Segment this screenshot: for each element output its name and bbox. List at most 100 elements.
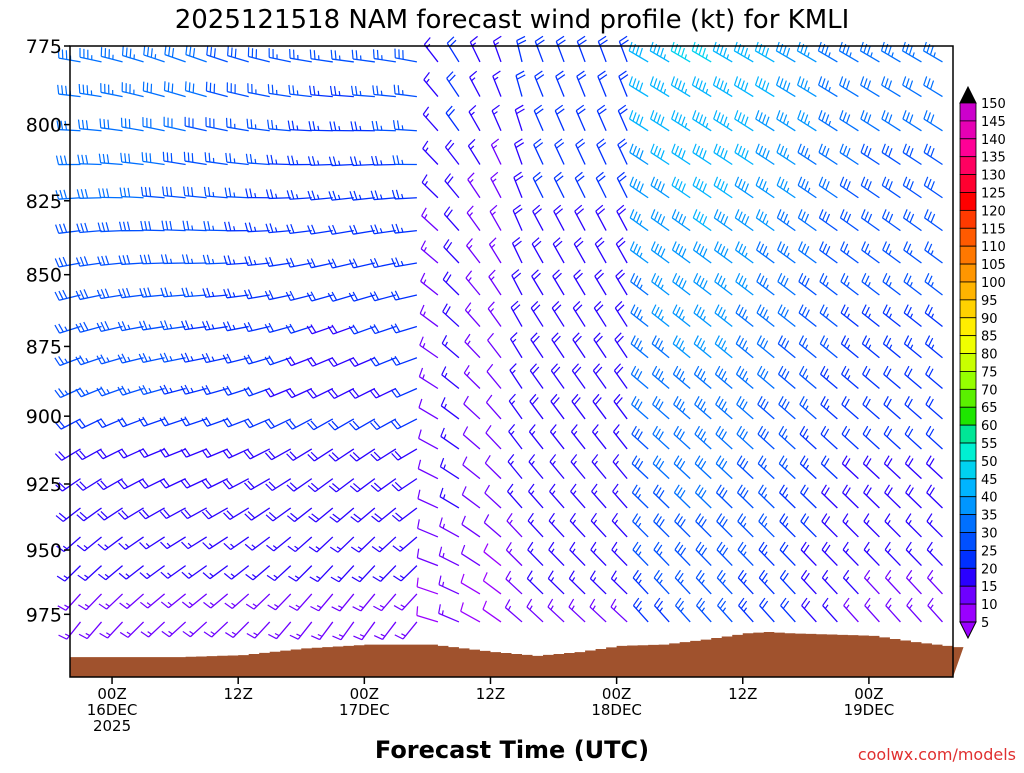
wind-barb: [310, 50, 332, 62]
wind-barb: [736, 305, 753, 327]
wind-barb: [822, 514, 838, 537]
wind-barb: [863, 396, 880, 419]
wind-barb: [352, 86, 375, 97]
plot-border: [70, 46, 953, 677]
colorbar-label: 95: [981, 294, 998, 309]
wind-barb: [392, 258, 417, 267]
wind-barb: [863, 426, 879, 449]
wind-barb: [615, 301, 627, 326]
wind-barb: [181, 479, 207, 488]
credit-link[interactable]: coolwx.com/models: [858, 745, 1016, 764]
wind-barb: [822, 485, 838, 508]
wind-barb: [614, 394, 627, 419]
wind-barb: [511, 301, 522, 326]
wind-barb: [597, 105, 606, 131]
colorbar-segment: [960, 568, 976, 586]
wind-barb: [653, 396, 670, 419]
colorbar-label: 125: [981, 186, 1006, 201]
wind-barb: [802, 598, 817, 622]
wind-barb: [141, 221, 165, 231]
wind-barb: [862, 336, 879, 358]
wind-barb: [801, 570, 816, 594]
colorbar-segment: [960, 443, 976, 461]
wind-barb: [925, 336, 942, 358]
wind-barb: [905, 396, 922, 419]
y-tick-label: 800: [26, 115, 62, 137]
wind-barb: [118, 479, 143, 489]
wind-barb: [203, 594, 227, 608]
wind-barb: [183, 622, 207, 637]
wind-barb: [672, 110, 691, 130]
wind-barb: [487, 364, 501, 388]
colorbar-segment: [960, 354, 976, 372]
wind-barb: [143, 82, 164, 97]
wind-barb: [533, 205, 543, 230]
wind-barb: [884, 366, 901, 388]
wind-barb: [631, 366, 648, 388]
wind-barb: [268, 622, 290, 639]
wind-barb: [550, 484, 564, 508]
wind-barb: [674, 456, 690, 479]
wind-barb: [630, 209, 648, 230]
wind-barb: [654, 598, 669, 622]
wind-barb: [592, 425, 606, 449]
wind-barb: [800, 456, 816, 479]
wind-barb: [513, 205, 522, 231]
wind-barb: [629, 42, 648, 62]
colorbar-label: 45: [981, 473, 998, 488]
wind-barb: [371, 449, 396, 461]
wind-barb: [841, 336, 858, 358]
x-tick-label: 12Z: [476, 685, 505, 703]
y-tick-label: 925: [26, 474, 62, 496]
wind-barb: [164, 81, 185, 96]
wind-barb: [736, 336, 753, 358]
wind-barb: [694, 273, 712, 295]
wind-barb: [289, 85, 312, 97]
wind-barb: [570, 542, 585, 565]
wind-barb: [779, 426, 795, 449]
wind-barb: [611, 571, 627, 594]
wind-barb: [510, 364, 522, 389]
wind-barb: [590, 599, 606, 622]
wind-barb: [353, 594, 375, 611]
wind-barb: [612, 542, 627, 565]
wind-barb: [780, 514, 796, 537]
wind-barb: [925, 273, 943, 295]
wind-barb: [885, 485, 901, 508]
wind-barb: [464, 365, 480, 388]
wind-barb: [777, 110, 796, 130]
wind-barb: [842, 426, 858, 449]
colorbar: 1501451401351301251201151101051009590858…: [960, 87, 1006, 638]
wind-barb: [654, 570, 669, 594]
wind-barb: [509, 424, 522, 449]
wind-barb: [331, 86, 354, 97]
wind-barb: [290, 49, 312, 62]
wind-barb: [821, 456, 837, 479]
wind-barb: [122, 118, 144, 131]
wind-barb: [864, 570, 879, 594]
colorbar-label: 65: [981, 401, 998, 416]
wind-barb: [597, 139, 606, 165]
wind-barb: [925, 242, 943, 263]
colorbar-arrow-top: [960, 87, 976, 103]
wind-barb: [288, 121, 312, 131]
wind-barb: [737, 426, 753, 449]
wind-barb: [820, 336, 837, 358]
wind-barb: [885, 570, 900, 594]
wind-barb: [800, 366, 817, 388]
wind-barb: [904, 336, 921, 358]
wind-barb: [572, 394, 585, 419]
wind-barb: [469, 105, 480, 130]
wind-barb: [508, 454, 522, 478]
wind-barb: [674, 485, 690, 508]
wind-barb: [651, 144, 669, 165]
wind-barb: [672, 242, 690, 263]
wind-barb: [202, 417, 228, 426]
wind-barb: [758, 456, 774, 479]
wind-barb: [288, 566, 311, 582]
wind-barb: [206, 117, 228, 131]
wind-barb: [737, 396, 754, 419]
wind-barb: [822, 570, 837, 594]
wind-barb: [652, 336, 669, 358]
x-tick-label: 12Z: [224, 685, 253, 703]
